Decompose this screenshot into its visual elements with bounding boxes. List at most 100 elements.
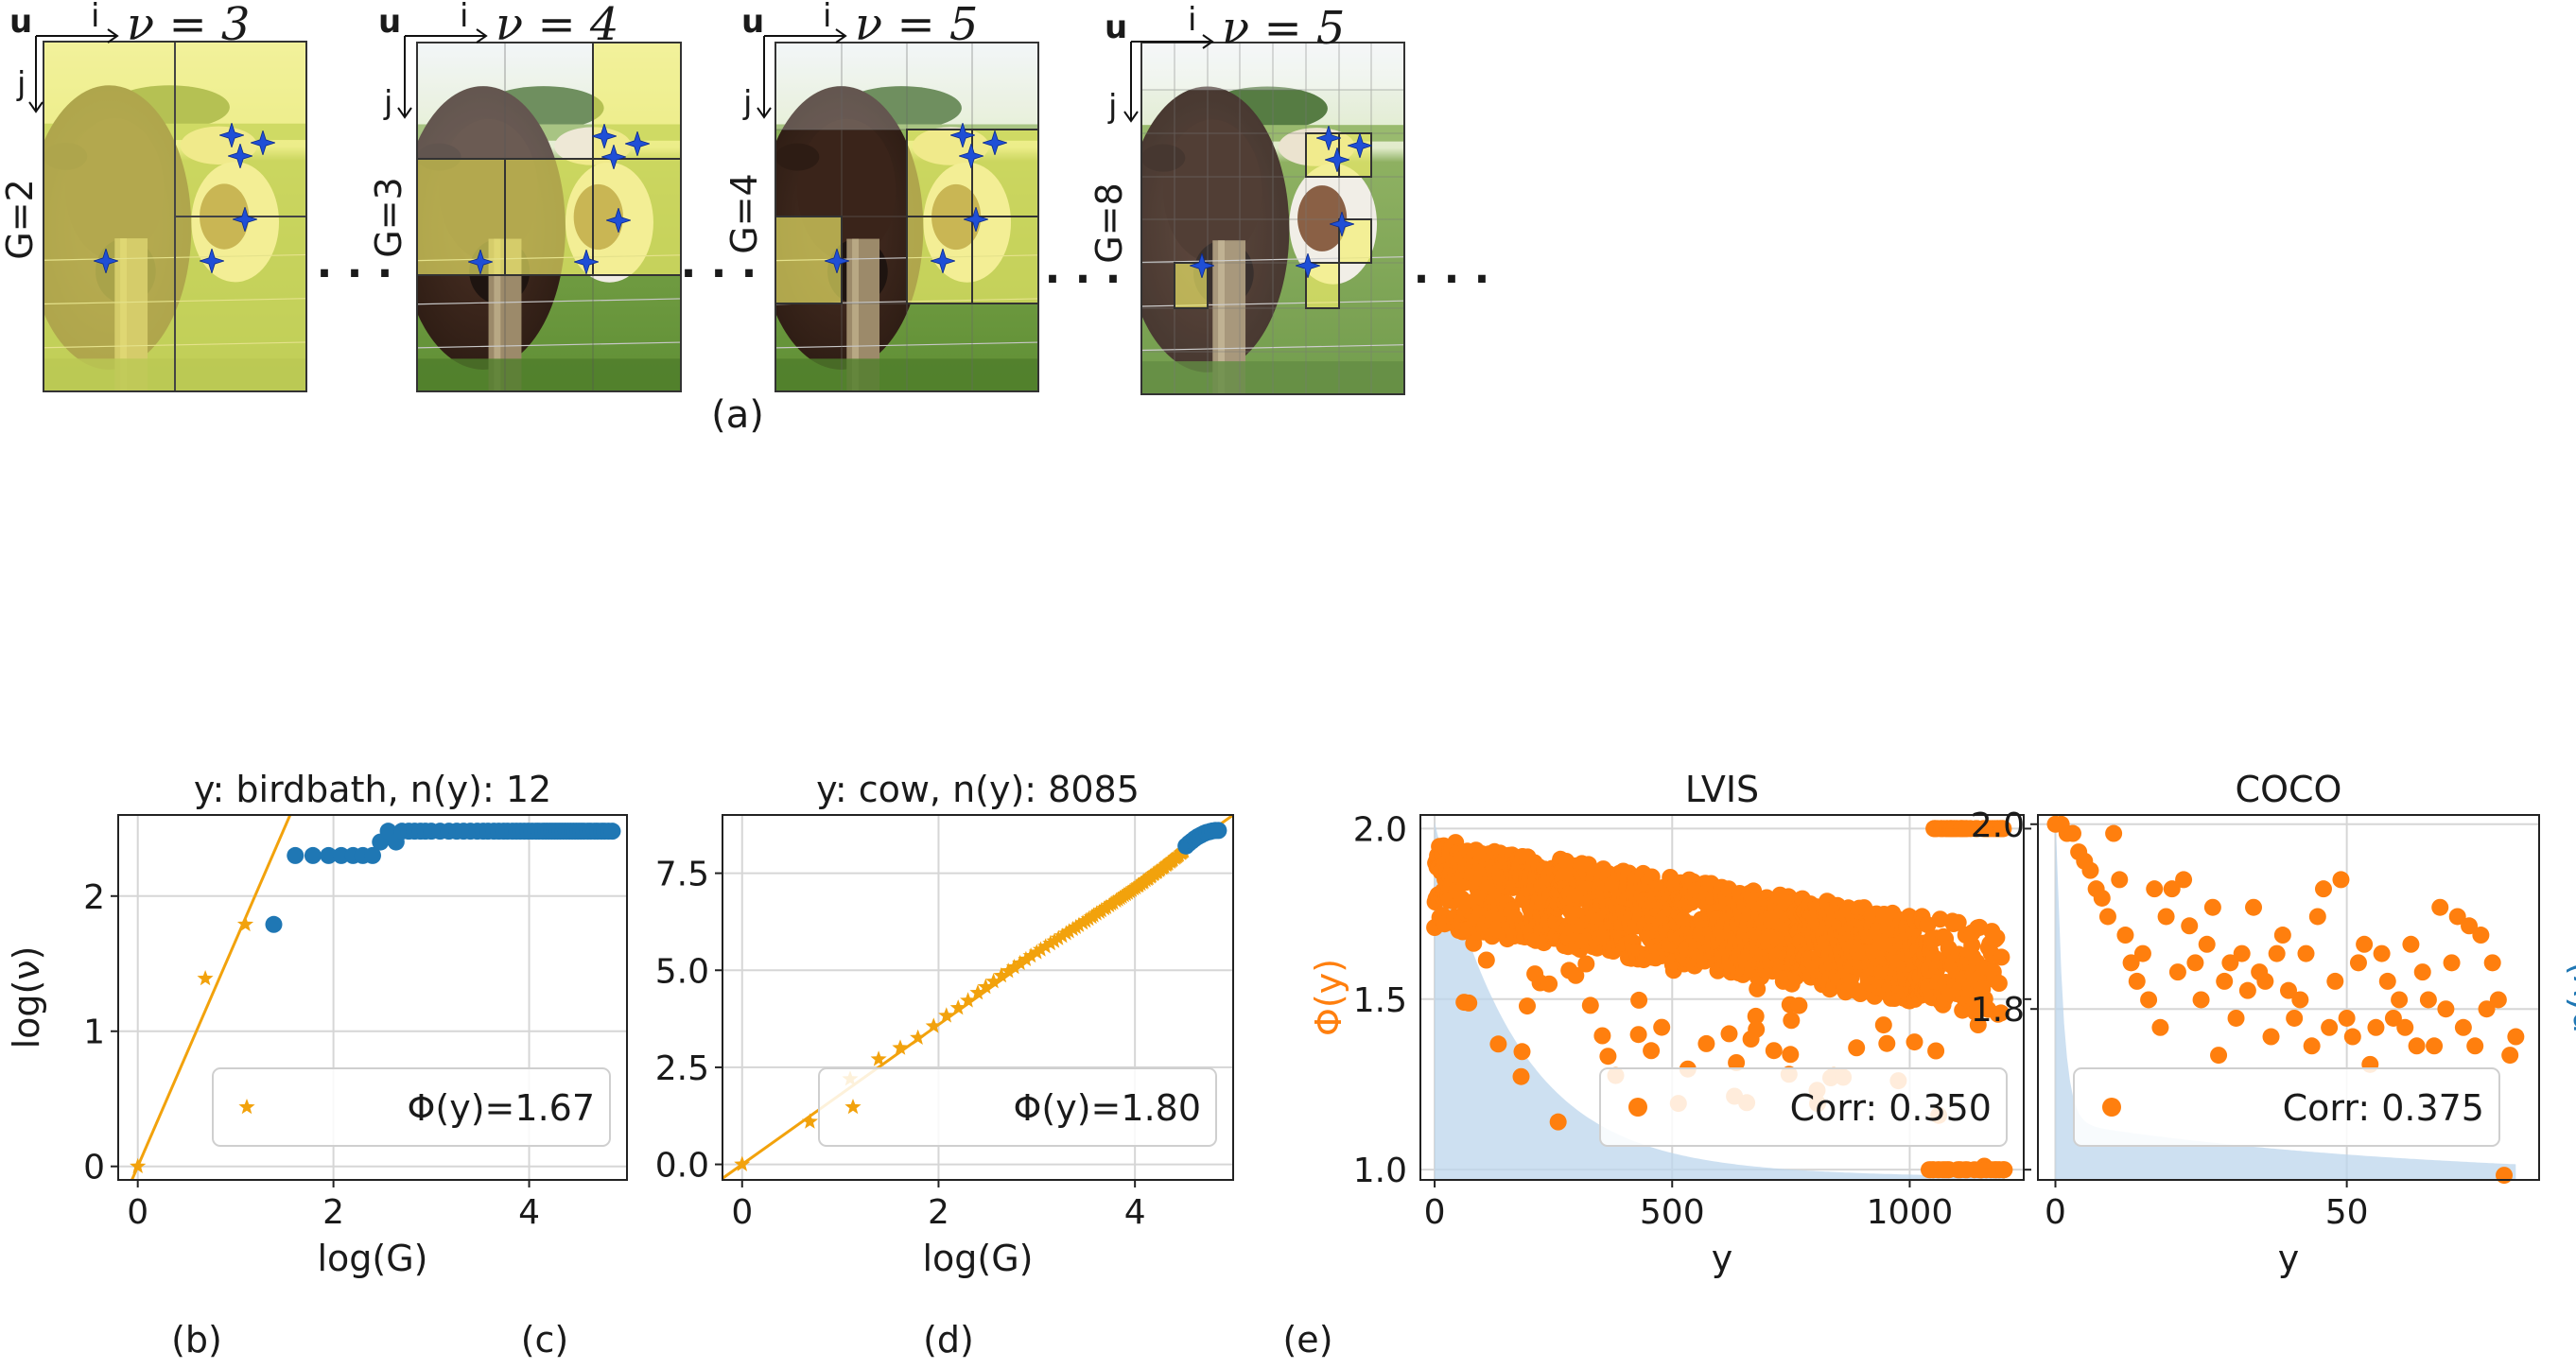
fit-point-star [1053,927,1070,944]
data-point [2308,908,2326,926]
fit-point-star [130,1157,147,1173]
fit-point-star [1032,941,1049,957]
x-axis-label: y [1712,1238,1733,1279]
data-point [1697,1034,1715,1052]
data-point [2367,1018,2385,1036]
nu-label: ν = 4 [496,0,618,51]
x-tick-label: 0 [127,1193,148,1232]
data-point [2227,1009,2245,1027]
highlight-cell [175,42,306,217]
data-point [2461,917,2479,935]
ellipsis: · · · [1045,255,1122,303]
data-point [2291,991,2309,1009]
data-point [2146,880,2164,898]
legend-box [818,1067,1217,1147]
data-point [2507,1028,2525,1046]
data-point [2483,954,2501,972]
data-point [2356,935,2374,953]
data-point [2496,1167,2514,1185]
data-point [2326,972,2344,990]
observed-point [265,915,283,933]
plot-frame [722,814,1234,1181]
fit-point-star [734,1155,751,1171]
caption-e: (e) [1282,1319,1332,1360]
data-point [1643,1042,1661,1060]
axis-arrows [28,28,119,113]
chart-b: 0 2 4 0 1 2 y: birdbath, n(y): 12 log(G) log(ν) Φ… [6,769,628,1279]
grid-image-2: u i j ν = 4 G=3 [368,0,682,392]
data-point [2168,963,2186,981]
y-tick-label: 1.8 [1971,991,2025,1030]
histogram-area [1435,822,2005,1180]
plot-frame [117,814,628,1181]
plot-frame [1419,814,2025,1181]
fit-point-star [1012,954,1029,971]
ellipsis: · · · [1414,255,1490,303]
y-tick-label: 1 [83,1014,105,1052]
caption-a: (a) [711,393,764,437]
y-tick-label: 2.0 [1353,810,1407,849]
data-point [1512,1067,1530,1085]
legend-label: Φ(y)=1.80 [1014,1087,1202,1129]
data-point [1782,1046,1800,1064]
x-axis-label: y [2278,1238,2300,1279]
data-point [1994,820,2012,838]
data-point [2426,1037,2444,1055]
data-point [2280,981,2297,999]
data-point [2262,1028,2280,1046]
data-point [1489,1035,1507,1053]
observed-point [603,823,621,840]
legend-marker [2102,1098,2121,1117]
data-point [2431,898,2449,916]
data-point [2472,927,2490,944]
data-point [1992,1004,2010,1022]
data-point [1969,1016,1987,1033]
data-point [2466,1037,2484,1055]
y-tick-label: 0 [83,1149,105,1187]
x-tick-label: 0 [2045,1193,2066,1232]
data-point [1593,1027,1611,1045]
data-point [2163,880,2181,898]
data-point [2448,908,2466,926]
fit-point-star [1070,916,1088,932]
legend-label: Φ(y)=1.67 [408,1087,596,1129]
fit-point-star [870,1050,887,1066]
fit-point-star [236,915,254,932]
data-point [1567,966,1585,984]
caption-c: (c) [521,1319,569,1360]
legend-marker [1628,1098,1647,1117]
observed-point [1210,822,1227,840]
axis-arrows [1123,34,1214,123]
axis-arrows [397,28,488,119]
fit-point-star [969,984,986,1000]
data-point [1995,1161,2013,1179]
data-point [2063,824,2081,842]
data-point [2437,1000,2455,1018]
observed-point [332,846,350,864]
data-point [2203,898,2221,916]
data-point [1720,1025,1738,1043]
data-point [2238,981,2256,999]
y-tick-label: 0.0 [655,1147,709,1186]
y-tick-label: 2.0 [1971,806,2025,845]
data-point [1748,1020,1766,1038]
observed-point [364,846,381,864]
data-point [1513,1043,1531,1061]
grid-image-4: u i j ν = 5 G=8 [1088,1,1405,395]
fit-point-star [892,1039,909,1055]
data-point [2198,935,2216,953]
fit-point-star [925,1017,942,1033]
data-point [2175,871,2193,889]
data-point [1629,1026,1647,1044]
highlight-cell [44,42,175,217]
data-point [2338,1009,2356,1027]
data-point [2391,991,2409,1009]
fit-point-star [977,978,994,995]
legend-box [2073,1067,2500,1147]
data-point [2093,889,2111,907]
axis-u-label: u [9,3,32,41]
data-point [2321,1018,2339,1036]
y-tick-label: 2 [83,878,105,917]
data-point [1653,1018,1671,1036]
data-point [2233,944,2251,962]
